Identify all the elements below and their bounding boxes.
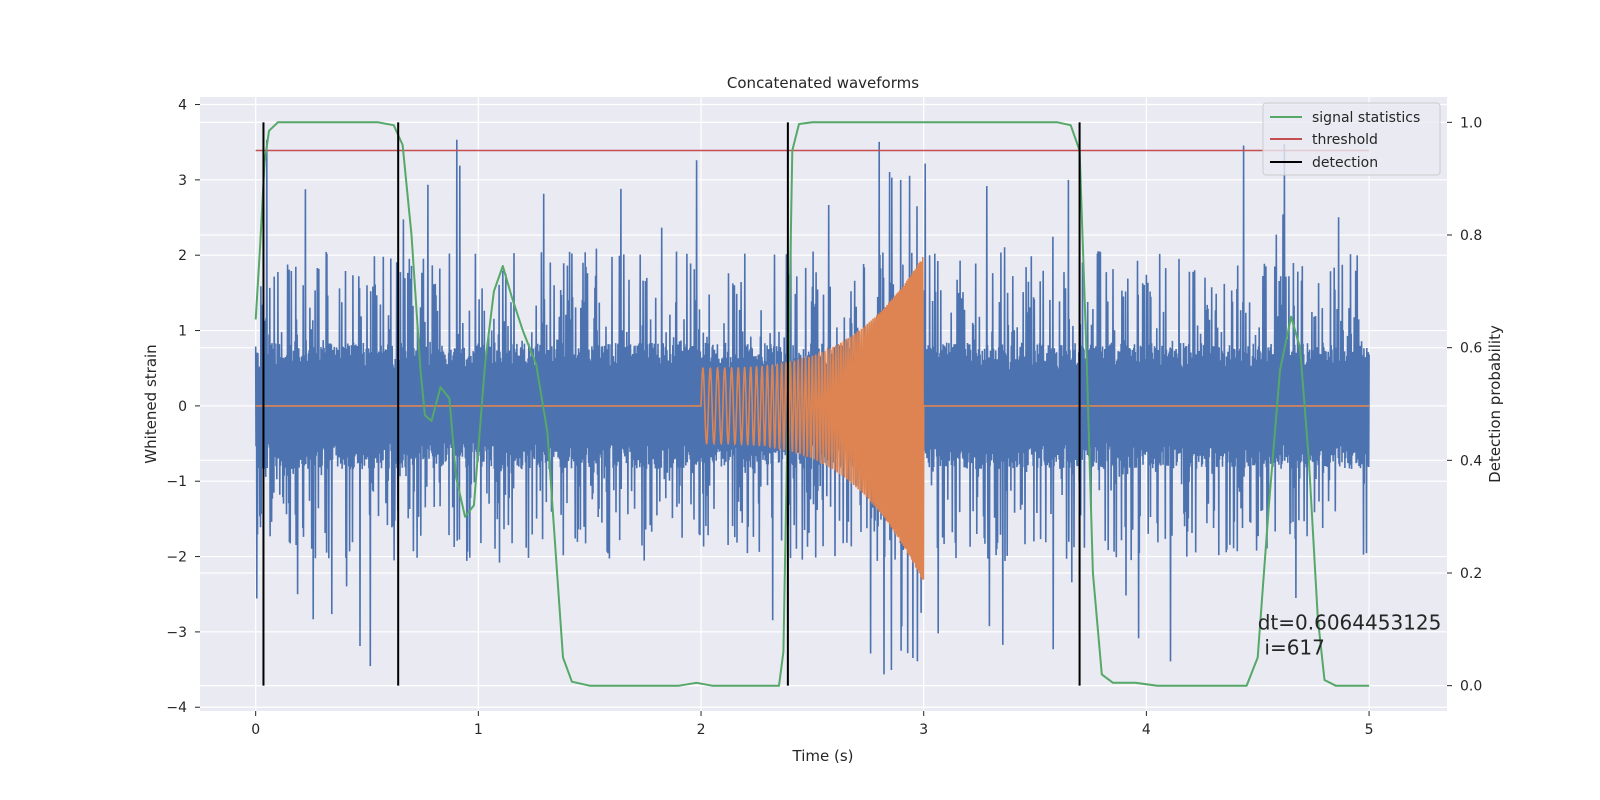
- legend-label-signal-statistics: signal statistics: [1312, 110, 1420, 126]
- y2-tick-label: 0.6: [1460, 341, 1482, 357]
- y-tick-label: −3: [166, 625, 187, 641]
- noise-series-line: [254, 139, 1370, 675]
- legend-box: [1262, 102, 1441, 176]
- x-axis-label: Time (s): [792, 747, 854, 765]
- y2-tick-label: 0.0: [1460, 679, 1482, 695]
- series-layer: [254, 121, 1370, 687]
- y-tick-label: 0: [178, 399, 187, 415]
- y-tick-label: −4: [166, 700, 187, 716]
- y-axis-label: Whitened strain: [142, 344, 160, 463]
- y-tick-label: 3: [178, 173, 187, 189]
- y2-axis-label: Detection probability: [1486, 325, 1504, 483]
- y-tick-label: −1: [166, 474, 187, 490]
- chirp-series-line: [255, 256, 1370, 580]
- y2-tick-label: 0.8: [1460, 228, 1482, 244]
- y2-tick-label: 1.0: [1460, 115, 1482, 131]
- y-tick-label: 4: [178, 98, 187, 114]
- legend-label-detection: detection: [1312, 155, 1378, 171]
- annotation-dt: dt=0.6064453125: [1258, 610, 1442, 634]
- x-tick-label: 5: [1365, 722, 1374, 738]
- y2-tick-label: 0.2: [1460, 566, 1482, 582]
- y-tick-label: 2: [178, 248, 187, 264]
- axes: 0 1 2 3 4 5 −4 −3 −2 −1 0 1 2 3 4 0.0 0.2 0.4 0.6 0.8 1.0: [166, 98, 1482, 738]
- signal-statistics-line: [254, 121, 1370, 687]
- y-tick-label: 1: [178, 324, 187, 340]
- x-tick-label: 1: [474, 722, 483, 738]
- x-tick-label: 3: [919, 722, 928, 738]
- legend-label-threshold: threshold: [1312, 132, 1378, 148]
- x-tick-label: 2: [697, 722, 706, 738]
- y2-tick-label: 0.4: [1460, 453, 1482, 469]
- x-tick-label: 0: [251, 722, 260, 738]
- annotation-i: i=617: [1264, 636, 1325, 660]
- legend: signal statistics threshold detection: [1262, 102, 1441, 176]
- x-tick-label: 4: [1142, 722, 1151, 738]
- y-tick-label: −2: [166, 550, 187, 566]
- chart-title: Concatenated waveforms: [727, 74, 919, 92]
